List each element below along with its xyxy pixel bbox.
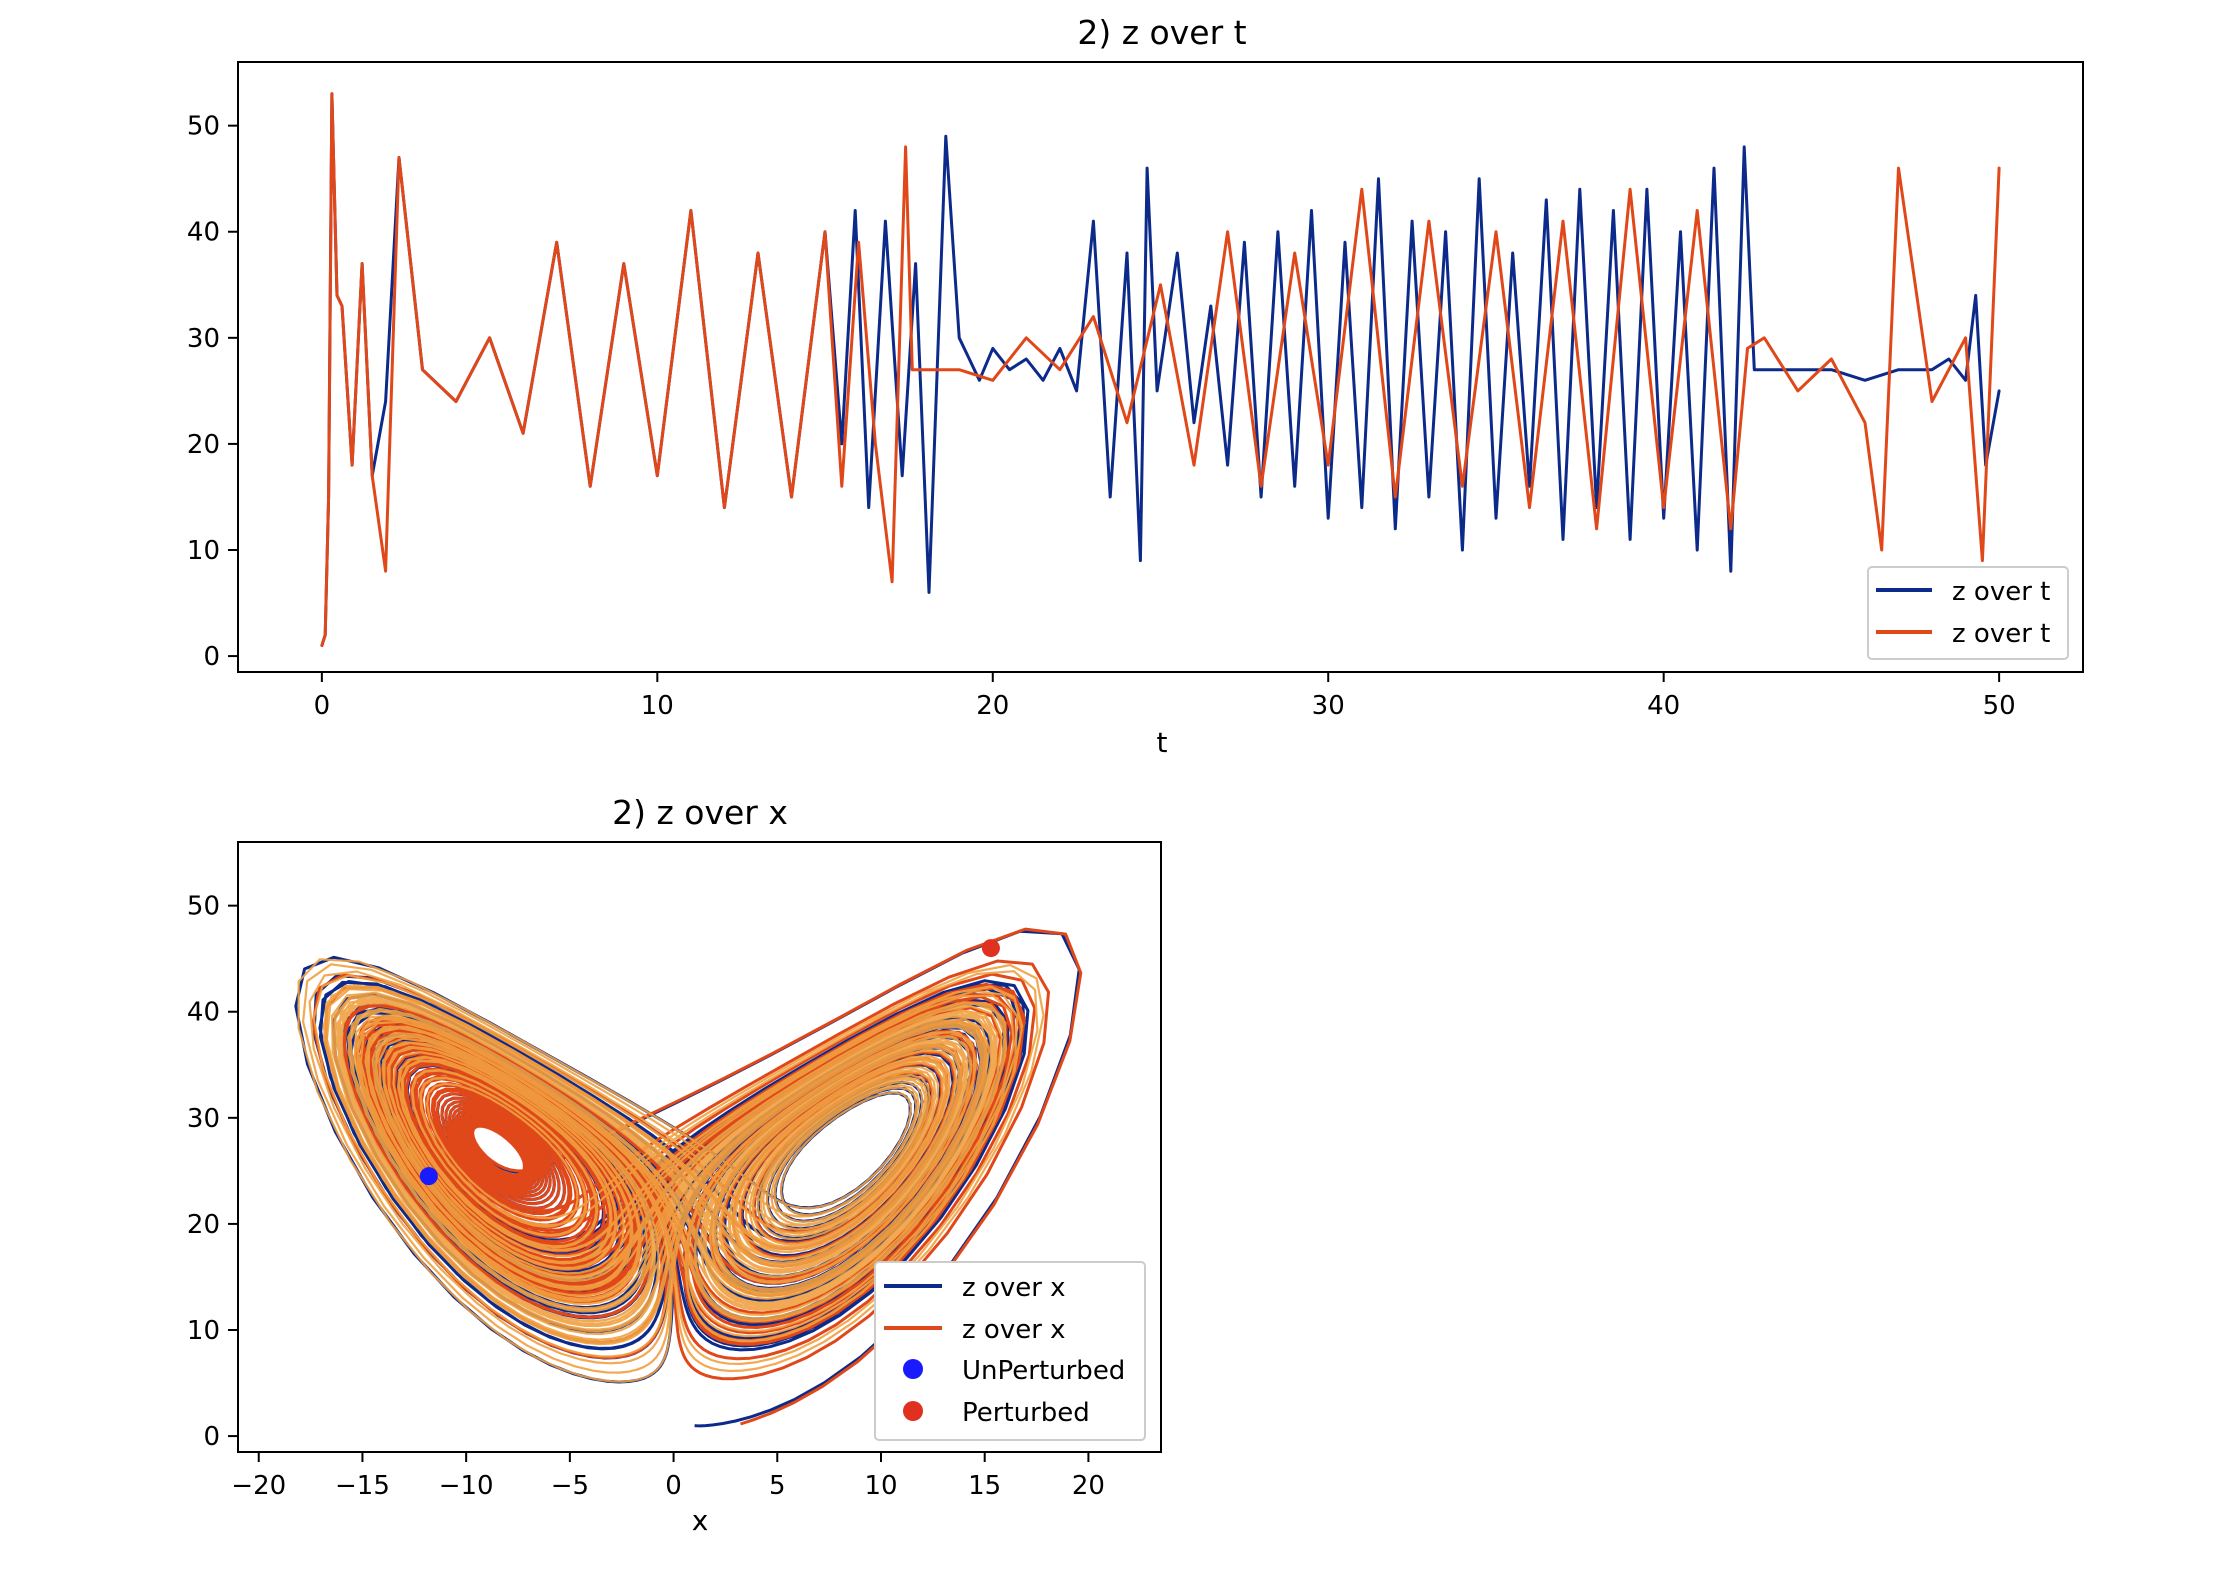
- chart1-xtick-label: 20: [976, 691, 1009, 721]
- chart1-ytick-label: 30: [187, 324, 220, 354]
- chart2-ytick-label: 30: [187, 1104, 220, 1134]
- chart1-series-line-1: [320, 92, 2001, 647]
- chart2-legend-label-3: Perturbed: [962, 1398, 1090, 1428]
- chart1-y-axis: 0 10 20 30 40 50: [187, 112, 238, 672]
- chart2-point-unperturbed: [419, 1167, 438, 1186]
- chart1-xtick-label: 40: [1647, 691, 1680, 721]
- chart2-legend-label-0: z over x: [962, 1273, 1066, 1303]
- chart2-xtick-label: −15: [335, 1471, 390, 1501]
- chart1-title: 2) z over t: [1077, 13, 1246, 52]
- chart1-plot-area: [320, 92, 2001, 647]
- chart2-legend-marker-3: [903, 1401, 923, 1421]
- chart2-ytick-label: 40: [187, 998, 220, 1028]
- chart1-ytick-label: 10: [187, 536, 220, 566]
- chart2-legend: z over x z over x UnPerturbed Perturbed: [874, 1261, 1146, 1441]
- chart2-legend-label-1: z over x: [962, 1315, 1066, 1345]
- chart1-ytick-label: 40: [187, 218, 220, 248]
- chart2-xtick-label: 20: [1072, 1471, 1105, 1501]
- chart2-xtick-label: 5: [769, 1471, 786, 1501]
- chart1-ytick-label: 20: [187, 430, 220, 460]
- chart1-xlabel: t: [1157, 726, 1168, 759]
- chart2-legend-label-2: UnPerturbed: [962, 1356, 1125, 1386]
- chart2-y-axis: 0 10 20 30 40 50: [187, 892, 238, 1452]
- chart2-plot-area: [294, 927, 1083, 1428]
- chart2-xtick-label: −5: [551, 1471, 589, 1501]
- chart2-title: 2) z over x: [612, 793, 788, 832]
- chart2-frame: [237, 841, 1162, 1453]
- chart1-frame: [237, 61, 2084, 673]
- chart1-legend-label-0: z over t: [1952, 577, 2050, 607]
- chart2-legend-box: [874, 1261, 1146, 1441]
- chart1-ytick-label: 0: [203, 642, 220, 672]
- chart1-legend-label-1: z over t: [1952, 619, 2050, 649]
- chart2-xtick-label: 0: [665, 1471, 682, 1501]
- chart1-x-axis: 0 10 20 30 40 50: [314, 672, 2016, 721]
- chart-z-over-t: 2) z over t 0 10 20 30 40 50 0 10 20 30 40 50 t z …: [187, 13, 2084, 759]
- chart1-legend: z over t z over t: [1867, 566, 2069, 660]
- chart2-ytick-label: 0: [203, 1422, 220, 1452]
- chart2-xtick-label: −10: [439, 1471, 494, 1501]
- chart2-ytick-label: 10: [187, 1316, 220, 1346]
- chart1-xtick-label: 30: [1312, 691, 1345, 721]
- chart2-point-perturbed: [981, 939, 1000, 958]
- chart1-xtick-label: 10: [641, 691, 674, 721]
- chart2-x-axis: −20 −15 −10 −5 0 5 10 15 20: [231, 1452, 1105, 1501]
- chart2-series-fill-line: [297, 958, 1045, 1383]
- chart2-xlabel: x: [692, 1504, 709, 1537]
- chart2-xtick-label: 10: [864, 1471, 897, 1501]
- chart-z-over-x: 2) z over x −20 −15 −10 −5 0 5 10 15 20 0 10 20 30 4…: [187, 793, 1162, 1537]
- chart2-legend-marker-2: [903, 1359, 923, 1379]
- chart2-xtick-label: −20: [231, 1471, 286, 1501]
- chart1-xtick-label: 0: [314, 691, 331, 721]
- chart2-ytick-label: 50: [187, 892, 220, 922]
- chart2-ytick-label: 20: [187, 1210, 220, 1240]
- chart1-xtick-label: 50: [1983, 691, 2016, 721]
- chart2-xtick-label: 15: [968, 1471, 1001, 1501]
- chart1-ytick-label: 50: [187, 112, 220, 142]
